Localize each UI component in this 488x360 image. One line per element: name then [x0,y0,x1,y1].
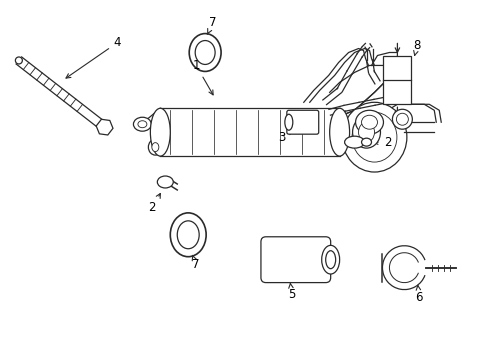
Text: 2: 2 [148,193,160,215]
Ellipse shape [138,121,146,128]
Ellipse shape [351,112,396,162]
Ellipse shape [352,116,380,148]
Ellipse shape [358,122,374,142]
Ellipse shape [157,176,173,188]
Circle shape [396,113,407,125]
Ellipse shape [355,110,383,134]
Ellipse shape [325,251,335,269]
FancyBboxPatch shape [286,110,318,134]
Ellipse shape [361,115,377,129]
Text: 4: 4 [66,36,121,78]
Bar [383,57,410,104]
Ellipse shape [361,138,371,146]
Polygon shape [96,119,113,135]
Circle shape [392,109,411,129]
Ellipse shape [342,102,406,172]
Ellipse shape [177,221,199,249]
Text: 8: 8 [413,39,420,55]
Ellipse shape [321,246,339,274]
Ellipse shape [195,41,215,64]
Text: 2: 2 [373,136,390,149]
Text: 7: 7 [192,255,200,271]
Text: 7: 7 [207,16,217,35]
Ellipse shape [133,117,151,131]
Text: 1: 1 [192,59,213,95]
Ellipse shape [170,213,206,257]
Circle shape [15,57,22,64]
Ellipse shape [329,108,349,156]
FancyBboxPatch shape [261,237,330,283]
Ellipse shape [285,114,292,130]
Ellipse shape [189,33,221,71]
Ellipse shape [150,108,170,156]
Ellipse shape [344,136,364,148]
Ellipse shape [148,139,162,155]
Text: 5: 5 [287,283,295,301]
Text: 6: 6 [415,285,422,304]
Text: 3: 3 [278,130,292,144]
Ellipse shape [152,143,159,152]
